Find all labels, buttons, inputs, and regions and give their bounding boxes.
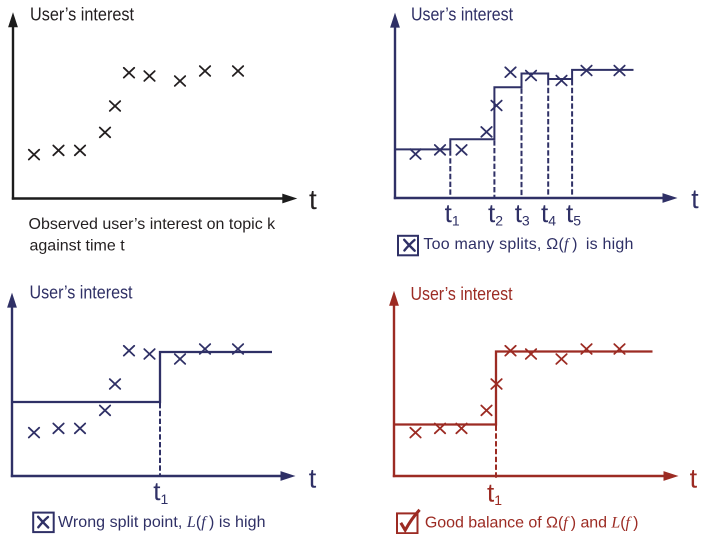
svg-text:t3: t3	[515, 198, 530, 229]
svg-text:t2: t2	[488, 198, 503, 229]
svg-text:Too many splits, Ω(f ) is high: Too many splits, Ω(f ) is high	[423, 236, 633, 253]
svg-text:User’s interest: User’s interest	[411, 4, 513, 24]
svg-text:Wrong split point, L(f ) is hi: Wrong split point, L(f ) is high	[58, 514, 266, 531]
svg-text:Good balance of Ω(f ) and L(f: Good balance of Ω(f ) and L(f )	[425, 514, 639, 531]
svg-text:t: t	[309, 184, 317, 215]
svg-text:t: t	[309, 464, 317, 494]
svg-text:t: t	[691, 184, 699, 214]
svg-text:User’s interest: User’s interest	[30, 283, 133, 303]
svg-text:t: t	[690, 463, 698, 493]
svg-text:t1: t1	[153, 476, 168, 507]
svg-text:t5: t5	[566, 198, 581, 229]
svg-text:User’s interest: User’s interest	[30, 4, 134, 24]
svg-text:User’s interest: User’s interest	[411, 284, 513, 304]
svg-text:against time t: against time t	[30, 238, 126, 255]
svg-text:t4: t4	[541, 198, 556, 229]
svg-text:t1: t1	[445, 198, 460, 229]
svg-text:t1: t1	[487, 477, 502, 508]
svg-text:Observed user’s interest on to: Observed user’s interest on topic k	[29, 216, 277, 233]
